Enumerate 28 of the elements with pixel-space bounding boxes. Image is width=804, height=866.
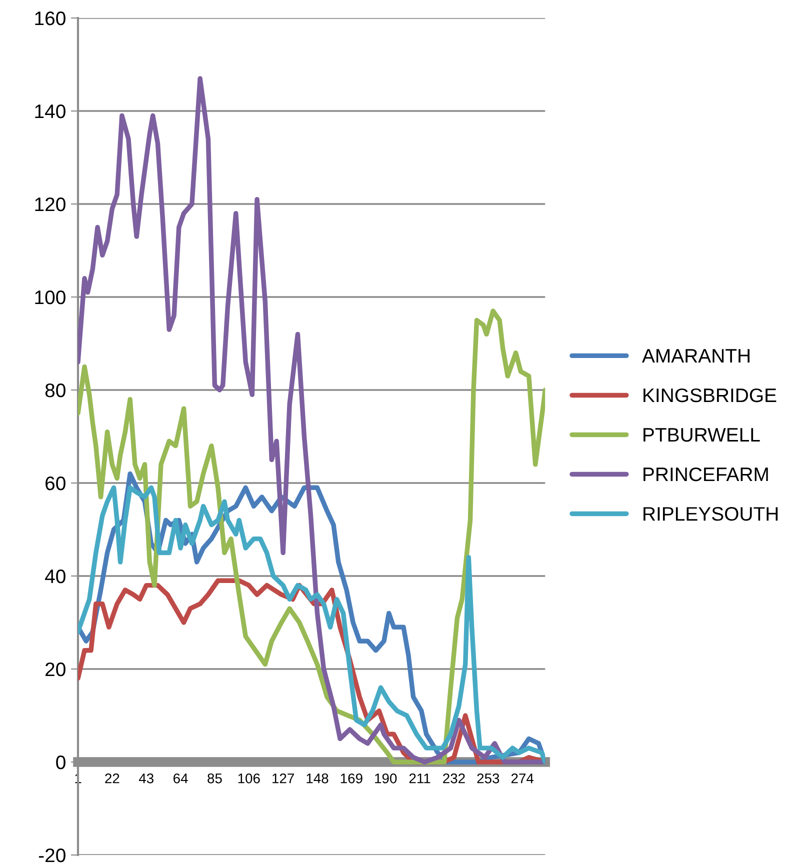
x-tick-label: 22 [105,773,120,784]
y-tick-label: 80 [45,383,66,398]
legend-label: AMARANTH [642,349,750,363]
y-tick-label: 120 [35,197,66,212]
y-tick-label: 140 [35,104,66,118]
x-tick-label: 169 [340,773,362,784]
y-tick-label: 20 [46,662,66,676]
x-tick-label: 190 [375,773,397,784]
x-tick-label: 253 [477,773,500,784]
legend-label: PRINCEFARM [644,467,768,482]
y-tick-label: 60 [46,476,66,490]
y-tick-label: 100 [35,290,66,304]
x-tick-label: 127 [272,773,294,784]
x-tick-label: 85 [208,773,222,784]
x-tick-label: 274 [511,773,534,784]
y-tick-label: -20 [38,848,66,862]
x-tick-label: 148 [306,773,328,784]
legend-label: PTBURWELL [644,428,760,442]
x-tick-label: 43 [138,773,154,784]
x-tick-label: 232 [443,773,465,784]
legend-label: KINGSBRIDGE [644,388,776,402]
y-tick-label: 40 [45,569,66,584]
x-tick-label: 106 [238,773,260,784]
x-tick-label: 211 [409,773,430,784]
y-tick-label: 0 [56,755,66,770]
legend-label: RIPLEYSOUTH [644,506,778,521]
y-tick-label: 160 [35,11,66,26]
x-tick-label: 64 [174,773,188,784]
